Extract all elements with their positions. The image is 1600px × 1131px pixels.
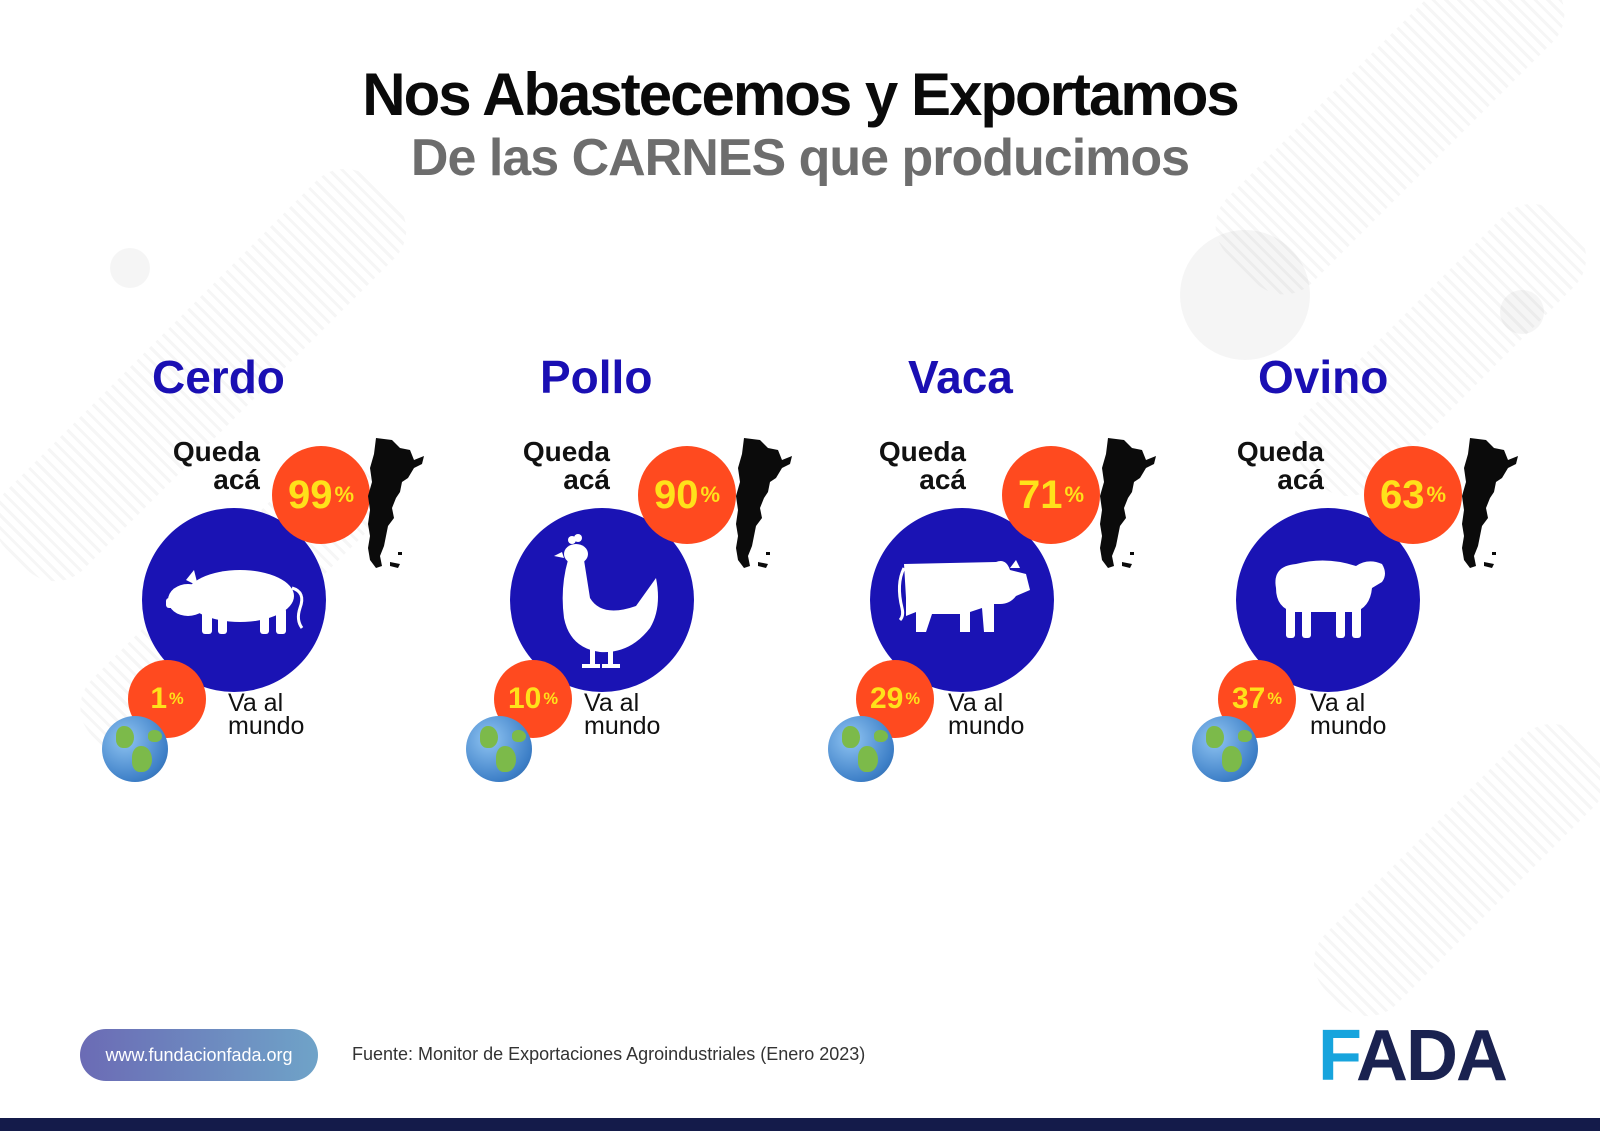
card-ovino: Ovino Queda acá 63% 37% Va al mundo — [1180, 350, 1580, 810]
stays-percent-badge: 90% — [638, 446, 736, 544]
world-percent-value: 10 — [507, 682, 542, 715]
world-label: Va al mundo — [584, 689, 661, 740]
argentina-map-icon — [1100, 438, 1156, 568]
queda-label: Queda acá — [1236, 436, 1324, 495]
percent-symbol: % — [334, 482, 355, 507]
cow-icon — [897, 560, 1030, 632]
globe-icon — [102, 716, 168, 782]
sheep-icon — [1275, 560, 1385, 638]
percent-symbol: % — [700, 482, 721, 507]
card-cerdo: Cerdo Queda acá 99% 1% Va al m — [100, 350, 500, 810]
stays-percent-value: 99 — [287, 472, 333, 517]
animal-circle — [1236, 508, 1420, 692]
card-title: Ovino — [1258, 351, 1389, 403]
globe-icon — [466, 716, 532, 782]
logo-letters: ADA — [1356, 1016, 1508, 1096]
stays-percent-value: 63 — [1379, 472, 1425, 517]
source-note: Fuente: Monitor de Exportaciones Agroind… — [352, 1044, 866, 1064]
stays-percent-badge: 71% — [1002, 446, 1100, 544]
card-title: Pollo — [540, 351, 653, 403]
percent-symbol: % — [905, 689, 921, 708]
queda-label: Queda acá — [878, 436, 966, 495]
logo-letter-f: F — [1318, 1016, 1358, 1096]
globe-icon — [828, 716, 894, 782]
world-percent-value: 37 — [1231, 682, 1266, 715]
percent-symbol: % — [1267, 689, 1283, 708]
stays-percent-badge: 99% — [272, 446, 370, 544]
queda-label: Queda acá — [172, 436, 260, 495]
website-link[interactable]: www.fundacionfada.org — [80, 1029, 318, 1081]
percent-symbol: % — [543, 689, 559, 708]
card-pollo: Pollo Queda acá 90% 10% Va a — [458, 350, 858, 810]
card-title: Vaca — [908, 351, 1013, 403]
card-vaca: Vaca Queda acá 71% 29% Va al mundo — [822, 350, 1222, 810]
bottom-bar — [0, 1118, 1600, 1131]
argentina-map-icon — [368, 438, 424, 568]
page-subtitle: De las CARNES que producimos — [410, 129, 1190, 187]
card-title: Cerdo — [152, 351, 285, 403]
fada-logo: FADA — [1318, 1020, 1508, 1092]
percent-symbol: % — [1064, 482, 1085, 507]
argentina-map-icon — [736, 438, 792, 568]
stays-percent-value: 71 — [1017, 472, 1063, 517]
world-percent-value: 29 — [869, 682, 904, 715]
percent-symbol: % — [1426, 482, 1447, 507]
world-label: Va al mundo — [1310, 689, 1387, 740]
pig-icon — [166, 570, 304, 634]
chicken-icon — [554, 534, 658, 668]
globe-icon — [1192, 716, 1258, 782]
queda-label: Queda acá — [522, 436, 610, 495]
world-label: Va al mundo — [228, 689, 305, 740]
argentina-map-icon — [1462, 438, 1518, 568]
world-percent-value: 1 — [150, 682, 167, 715]
stays-percent-badge: 63% — [1364, 446, 1462, 544]
stays-percent-value: 90 — [653, 472, 699, 517]
percent-symbol: % — [169, 689, 184, 708]
world-label: Va al mundo — [948, 689, 1025, 740]
page-title: Nos Abastecemos y Exportamos — [362, 61, 1239, 128]
